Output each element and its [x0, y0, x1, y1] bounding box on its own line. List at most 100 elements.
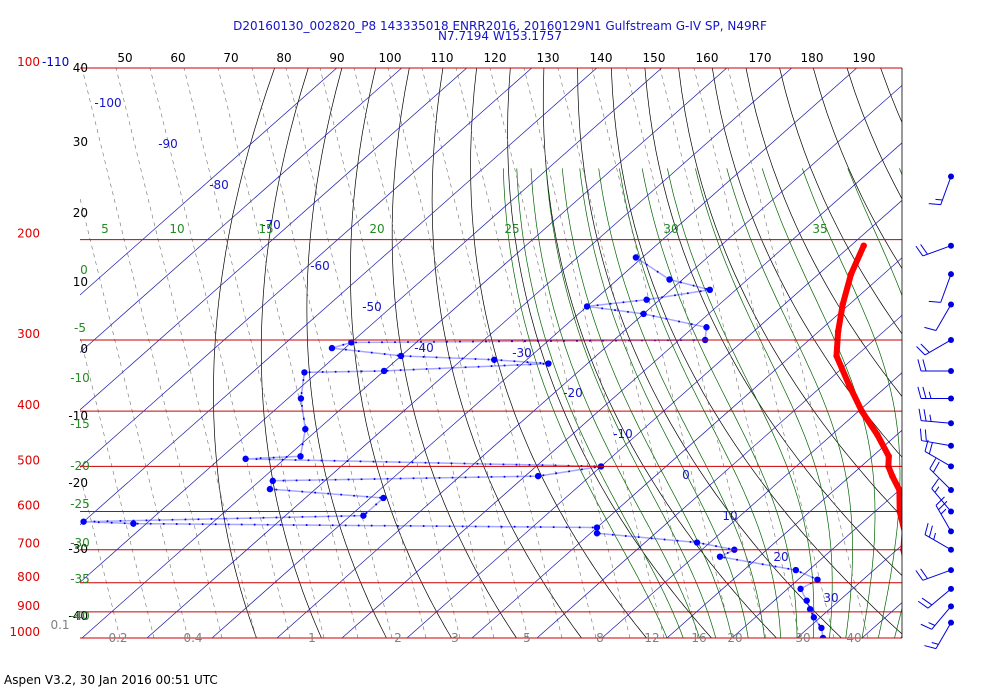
wind-barb-flag — [924, 439, 929, 452]
moist-adiabat-line — [641, 168, 798, 638]
isotherm-label: -10 — [613, 427, 633, 441]
isotherm-line — [666, 429, 902, 638]
temperature-point — [904, 564, 910, 570]
pressure-corner-label: -110 — [42, 55, 69, 69]
moist-adiabat-line — [726, 168, 853, 638]
mixing-ratio-line — [80, 197, 189, 638]
pressure-tick-label: 700 — [17, 537, 40, 551]
wind-barb-flag — [920, 244, 928, 255]
isotherm-label: 30 — [823, 591, 838, 605]
temperature-point — [905, 609, 911, 615]
temperature-trace — [833, 242, 902, 638]
wind-barb-flag — [922, 359, 927, 372]
isotherm-line — [536, 314, 902, 638]
mixing-ratio-line — [353, 68, 495, 638]
moist-adiabat-line — [960, 168, 1000, 638]
wind-barb-flag — [929, 458, 937, 470]
dewpoint-point — [397, 352, 405, 360]
top-scale-tick-label: 190 — [853, 51, 876, 65]
dry-adiabat-line — [350, 68, 452, 638]
moist-adiabat-line — [992, 168, 1000, 638]
isotherm-label: -90 — [158, 137, 178, 151]
top-scale-tick-label: 80 — [276, 51, 291, 65]
dewpoint-point — [643, 296, 650, 303]
moist-adiabat-line — [530, 168, 700, 638]
pressure-tick-label: 900 — [17, 599, 40, 613]
wind-barb-flag — [928, 203, 941, 206]
mixing-ratio-line — [80, 473, 121, 638]
dry-adiabat-line — [610, 68, 902, 635]
wind-barb — [931, 478, 954, 515]
mixing-ratio-line — [421, 68, 563, 638]
dewpoint-point — [703, 324, 710, 331]
mixing-ratio-bottom-label: 0.4 — [183, 631, 202, 645]
moist-adiabat-label: 20 — [369, 222, 384, 236]
wind-barb-flag — [924, 522, 929, 535]
footer-text: Aspen V3.2, 30 Jan 2016 00:51 UTC — [4, 673, 218, 687]
dry-adiabat-line — [542, 68, 777, 638]
dewpoint-point — [810, 614, 818, 621]
dry-adiabat-line — [812, 68, 902, 270]
wind-barb-flag — [931, 642, 939, 645]
mixing-ratio-left-label: -20 — [70, 459, 90, 473]
isotherm-label: -80 — [209, 178, 229, 192]
pressure-tick-label: 200 — [17, 227, 40, 241]
dewpoint-point — [301, 369, 308, 376]
isotherm-label: -20 — [563, 386, 583, 400]
dry-adiabat-line — [470, 68, 647, 638]
wind-barb-flag — [922, 386, 927, 399]
left-scale-tick-label: 40 — [73, 61, 88, 75]
dry-adiabat-line — [982, 68, 1000, 638]
moist-adiabat-line — [619, 168, 782, 638]
dewpoint-point — [360, 512, 367, 519]
left-scale-tick-label: -10 — [68, 409, 88, 423]
mixing-ratio-bottom-label: 5 — [523, 631, 531, 645]
dewpoint-point — [242, 455, 249, 463]
moist-adiabat-line — [761, 168, 876, 638]
wind-barb — [917, 359, 954, 374]
wind-barb-flag — [935, 198, 943, 201]
temperature-point — [911, 603, 917, 609]
moist-adiabat-label: 15 — [258, 222, 273, 236]
wind-barb-flag — [928, 300, 941, 303]
dewpoint-point — [130, 520, 137, 527]
dewpoint-point — [302, 425, 309, 433]
mixing-ratio-left-label: -15 — [70, 417, 90, 431]
mixing-ratio-left-label: -10 — [70, 371, 90, 385]
dewpoint-point — [297, 395, 305, 402]
dewpoint-point — [593, 530, 601, 537]
moist-adiabat-line — [502, 168, 668, 638]
moist-adiabat-label: 30 — [663, 222, 678, 236]
wind-barb-flag — [919, 428, 922, 441]
top-scale-tick-label: 170 — [749, 51, 772, 65]
mixing-ratio-line — [693, 68, 835, 638]
dewpoint-point — [797, 585, 804, 593]
temperature-point — [905, 580, 911, 586]
dry-adiabat-line — [678, 68, 902, 518]
mixing-ratio-line — [625, 68, 767, 638]
mixing-ratio-left-label: -25 — [70, 497, 90, 511]
moist-adiabat-label: 35 — [812, 222, 827, 236]
mixing-ratio-bottom-label: 8 — [596, 631, 604, 645]
dry-adiabat-line — [880, 68, 902, 124]
wind-barb — [935, 496, 954, 535]
left-scale-tick-label: 20 — [73, 206, 88, 220]
left-scale-tick-label: -40 — [68, 609, 88, 623]
dewpoint-point — [632, 254, 640, 261]
top-scale-tick-label: 160 — [696, 51, 719, 65]
mixing-ratio-line — [285, 68, 427, 638]
temperature-point — [902, 622, 908, 628]
wind-barb-flag — [920, 623, 932, 630]
wind-barb — [924, 619, 954, 650]
dewpoint-point — [666, 276, 673, 283]
mixing-ratio-bottom-label: 30 — [795, 631, 810, 645]
pressure-tick-label: 500 — [17, 453, 40, 467]
isotherm-line — [406, 199, 902, 638]
isotherm-line — [80, 68, 598, 526]
isotherm-line — [731, 487, 902, 638]
dewpoint-point — [792, 566, 800, 574]
wind-barb-staff — [940, 274, 952, 303]
wind-barb — [920, 603, 954, 630]
dewpoint-point — [545, 360, 552, 367]
